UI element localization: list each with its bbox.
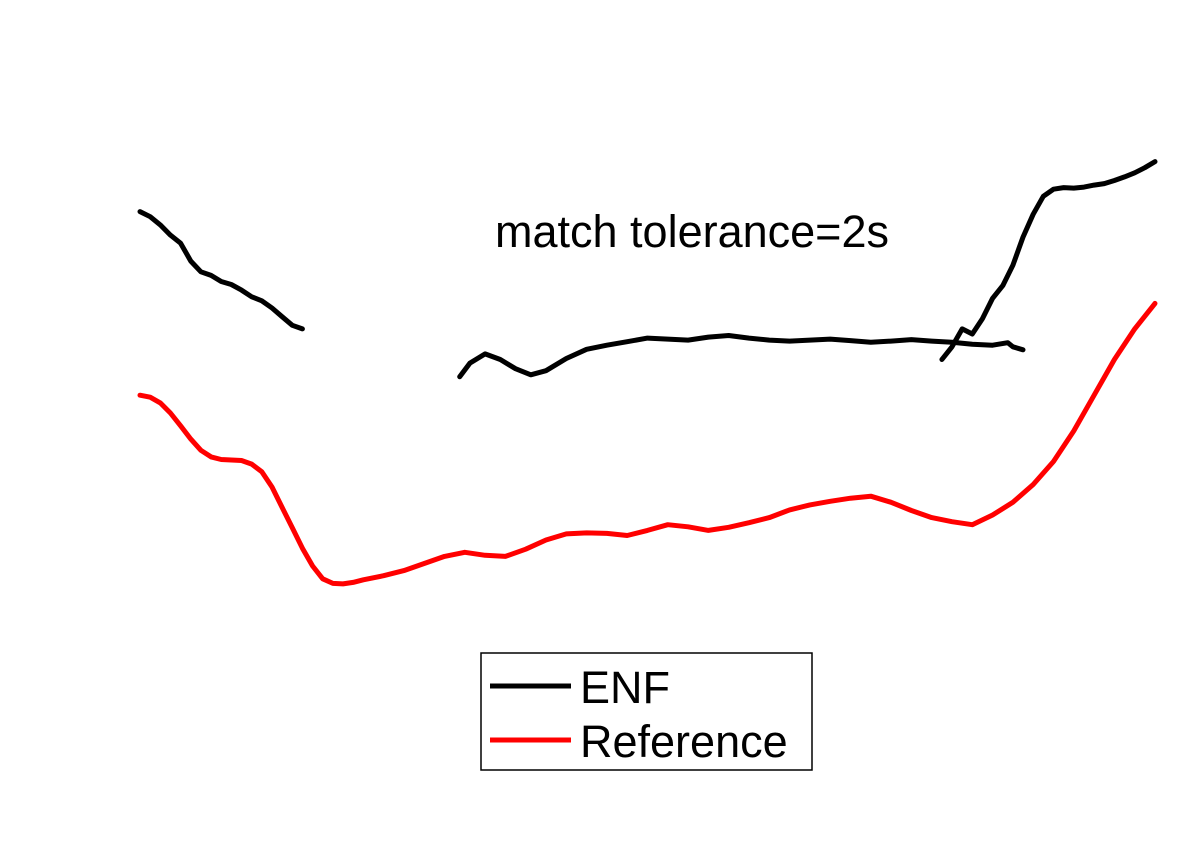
legend-label-enf: ENF [580, 662, 670, 713]
series-enf-segment-2 [457, 333, 1026, 380]
series-enf-segment-1 [137, 209, 305, 332]
chart-annotation: match tolerance=2s [495, 206, 889, 257]
series-enf-segment-3 [939, 159, 1158, 362]
legend-box [480, 652, 813, 771]
legend: ENF Reference [480, 652, 813, 771]
series-reference-segment-1 [137, 300, 1158, 587]
legend-label-reference: Reference [580, 716, 788, 767]
series-layer [137, 159, 1158, 587]
